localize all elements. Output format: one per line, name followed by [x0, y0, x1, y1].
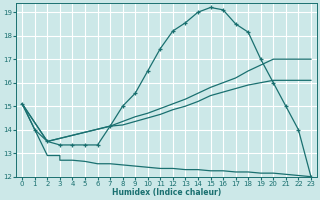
- X-axis label: Humidex (Indice chaleur): Humidex (Indice chaleur): [112, 188, 221, 197]
